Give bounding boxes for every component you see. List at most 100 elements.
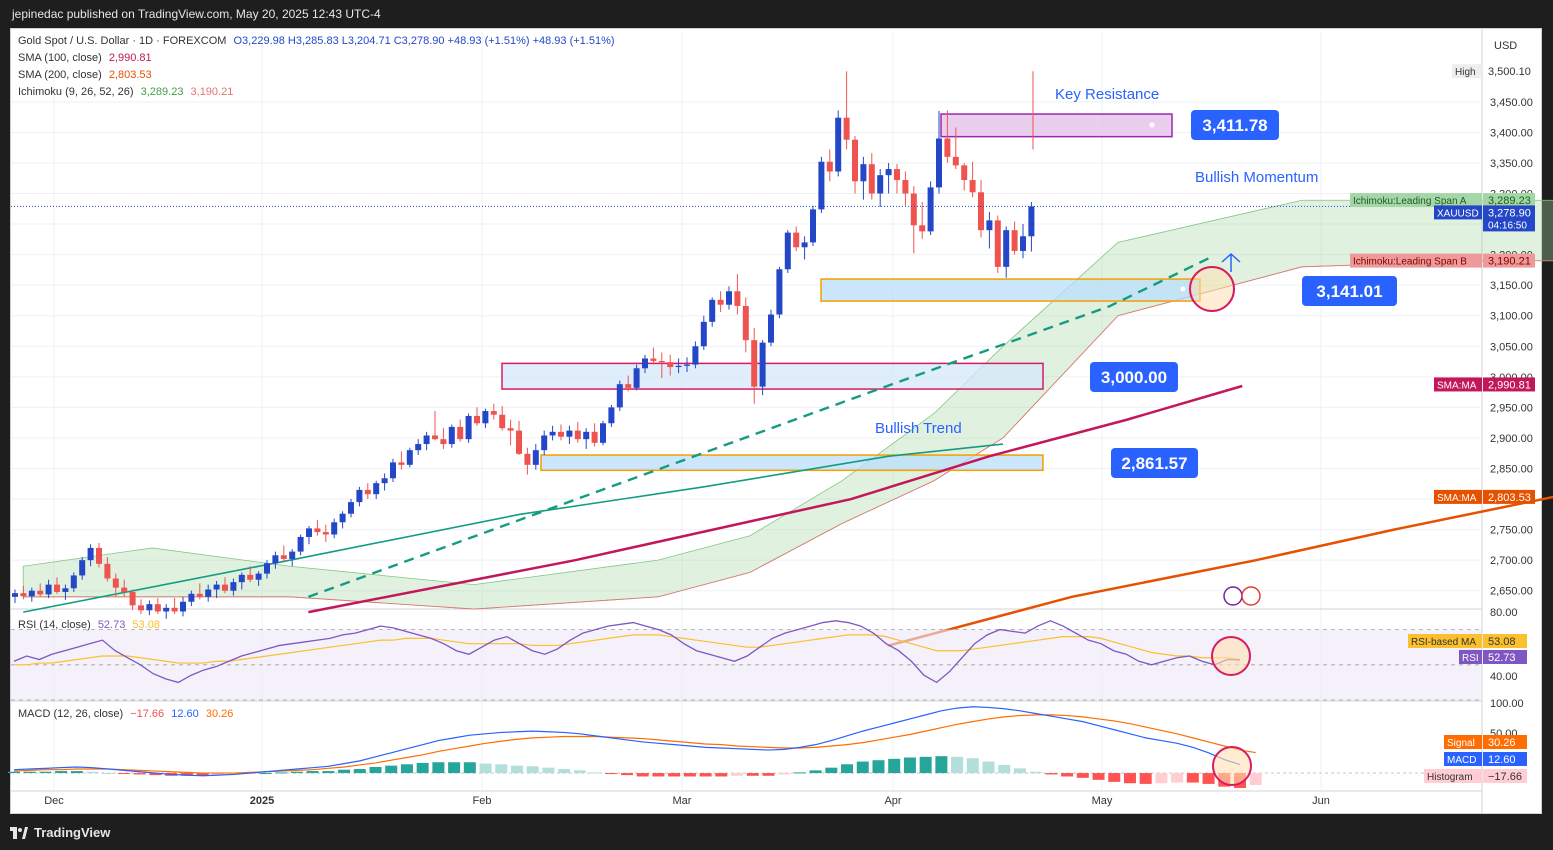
macd-histogram-bar <box>432 762 445 774</box>
macd-histogram-bar <box>338 769 351 774</box>
price-tag-label: Ichimoku:Leading Span B <box>1353 257 1467 268</box>
macd-histogram-bar <box>479 763 492 774</box>
candle-body <box>768 314 774 343</box>
candle-body <box>28 590 35 597</box>
candle-body <box>37 590 44 595</box>
candle-body <box>465 415 472 440</box>
candle-body <box>180 601 186 612</box>
candle-body <box>591 431 598 443</box>
candle-body <box>507 428 514 431</box>
macd-histogram-bar <box>935 756 948 774</box>
price-tag-label: High <box>1455 67 1476 78</box>
price-tag-value-bg <box>1483 377 1535 392</box>
macd-histogram-bar <box>416 762 429 774</box>
candle-body <box>474 415 480 424</box>
candle-body <box>364 489 371 495</box>
sma100-line <box>308 384 1243 614</box>
macd-histogram-bar <box>762 773 775 776</box>
candle-body <box>322 532 329 535</box>
legend-symbol: Gold Spot / U.S. Dollar · 1D · FOREXCOM <box>18 35 227 47</box>
price-tag-label-bg <box>1350 253 1482 268</box>
price-tick-label: 2,900.00 <box>1490 433 1533 445</box>
candle-body <box>852 139 858 182</box>
candle-body <box>415 444 422 451</box>
price-tick-label: 3,400.00 <box>1490 127 1533 139</box>
price-tag-value: 3,278.90 <box>1488 207 1531 219</box>
macd-tag-value: −17.66 <box>1488 771 1522 783</box>
macd-histogram-bar <box>856 761 869 774</box>
legend-ohlc: O3,229.98 H3,285.83 L3,204.71 C3,278.90 … <box>233 35 615 47</box>
level-badge-2861-bg <box>1111 448 1198 478</box>
macd-histogram-bar <box>39 771 52 774</box>
candle-body <box>885 169 892 176</box>
macd-histogram-bar <box>70 771 83 774</box>
macd-histogram-bar <box>526 766 539 774</box>
candle-body <box>902 180 909 194</box>
candle-body <box>986 220 993 231</box>
price-tick-label: 2,850.00 <box>1490 464 1533 476</box>
candle-body <box>734 291 741 306</box>
price-tag-value: 2,803.53 <box>1488 492 1531 504</box>
candle-body <box>96 547 102 564</box>
macd-histogram-bar <box>1123 773 1136 784</box>
price-tag-value: 3,190.21 <box>1488 256 1531 268</box>
macd-tag-label: Histogram <box>1427 772 1473 783</box>
macd-histogram-bar <box>86 771 99 774</box>
candle-body <box>910 193 917 226</box>
price-tag-label: SMA:MA <box>1437 380 1477 391</box>
candle-body <box>759 342 766 387</box>
rsi-tag-label-bg <box>1408 634 1482 648</box>
macd-highlight-circle <box>1212 746 1252 786</box>
price-tag-value-bg <box>1483 489 1535 504</box>
legend-sma200[interactable]: SMA (200, close) 2,803.53 <box>18 69 152 81</box>
legend-rsi-value: 52.73 <box>97 619 126 631</box>
macd-histogram-bar <box>1029 771 1042 774</box>
publisher-bar: jepinedac published on TradingView.com, … <box>0 0 1553 28</box>
rsi-highlight-circle <box>1211 636 1251 676</box>
price-tag-label: Ichimoku:Leading Span A <box>1353 196 1467 207</box>
rsi-tick-label: 40.00 <box>1490 671 1518 683</box>
arrow-up-icon <box>1221 252 1241 272</box>
bullish-trend-label: Bullish Trend <box>875 420 962 437</box>
rsi-tag-value-bg <box>1483 650 1527 664</box>
legend-sma100[interactable]: SMA (100, close) 2,990.81 <box>18 52 152 64</box>
price-tag-value-bg <box>1483 193 1535 208</box>
candle-body <box>297 536 304 552</box>
candle-body <box>20 593 27 597</box>
candle-body <box>600 423 606 443</box>
legend-ichimoku-label: Ichimoku (9, 26, 52, 26) <box>18 86 134 98</box>
macd-histogram-bar <box>951 756 964 774</box>
price-tag-value: 2,990.81 <box>1488 379 1531 391</box>
bullish-trend-dashed-line <box>307 256 1211 598</box>
macd-histogram-bar <box>259 773 272 775</box>
macd-histogram-bar <box>621 773 633 776</box>
candle-body <box>667 362 674 368</box>
macd-histogram-bar <box>668 773 681 777</box>
macd-histogram-bar <box>966 758 979 774</box>
highlight-circle <box>1189 266 1235 312</box>
macd-line <box>13 706 1241 777</box>
candle-body <box>574 430 581 440</box>
macd-histogram-bar <box>605 773 618 775</box>
macd-histogram-bar <box>369 766 382 774</box>
legend-rsi[interactable]: RSI (14, close) 52.73 53.08 <box>18 619 160 631</box>
macd-histogram-bar <box>793 772 806 774</box>
candle-body <box>1003 230 1010 267</box>
candle-body <box>1011 230 1018 251</box>
macd-tag-label-bg <box>1444 735 1482 749</box>
candle-body <box>272 555 279 564</box>
candle-body <box>457 426 464 440</box>
price-tag-label-bg <box>1350 193 1482 208</box>
candle-body <box>196 593 203 597</box>
legend-ichimoku[interactable]: Ichimoku (9, 26, 52, 26) 3,289.23 3,190.… <box>18 86 233 98</box>
macd-tag-value-bg <box>1483 769 1527 783</box>
legend-macd[interactable]: MACD (12, 26, close) −17.66 12.60 30.26 <box>18 708 233 720</box>
candle-body <box>793 232 800 248</box>
level-badge-3000: 3,000.00 <box>1101 368 1167 387</box>
candle-body <box>314 528 321 533</box>
teal-trend-line <box>23 443 1004 613</box>
tradingview-logo[interactable]: TradingView <box>10 825 110 840</box>
candle-body <box>188 593 195 602</box>
ichimoku-span-b-line <box>23 260 1553 610</box>
